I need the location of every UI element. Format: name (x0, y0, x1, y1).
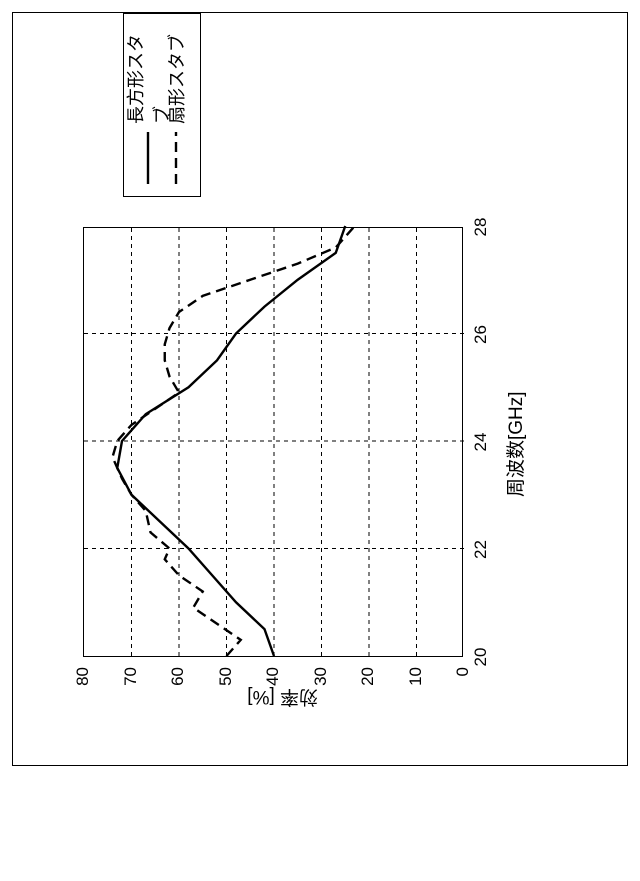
chart-series (84, 226, 464, 656)
x-tick-label: 26 (471, 325, 491, 344)
page-border: 202224262801020304050607080 周波数[GHz] 効率 … (12, 12, 628, 766)
chart-plot-area (83, 227, 463, 657)
y-tick-label: 50 (216, 667, 236, 881)
x-tick-label: 24 (471, 433, 491, 452)
y-tick-label: 20 (358, 667, 378, 881)
y-tick-label: 80 (73, 667, 93, 881)
y-tick-label: 10 (406, 667, 426, 881)
x-tick-label: 22 (471, 540, 491, 559)
series-line-0 (117, 226, 345, 656)
legend-item: 長方形スタブ (134, 26, 162, 184)
y-tick-label: 0 (453, 667, 473, 881)
y-axis-label: 効率 [%] (247, 685, 318, 712)
landscape-content: 202224262801020304050607080 周波数[GHz] 効率 … (13, 13, 629, 767)
y-tick-label: 70 (121, 667, 141, 881)
legend-label: 扇形スタブ (163, 34, 189, 124)
y-tick-label: 60 (168, 667, 188, 881)
chart-legend: 長方形スタブ扇形スタブ (123, 13, 201, 197)
legend-swatch (166, 132, 186, 184)
figure: 202224262801020304050607080 周波数[GHz] 効率 … (0, 0, 640, 778)
x-axis-label: 周波数[GHz] (501, 391, 528, 497)
x-tick-label: 28 (471, 218, 491, 237)
legend-swatch (138, 132, 158, 184)
series-line-1 (113, 226, 355, 656)
legend-item: 扇形スタブ (162, 26, 190, 184)
x-tick-label: 20 (471, 648, 491, 667)
